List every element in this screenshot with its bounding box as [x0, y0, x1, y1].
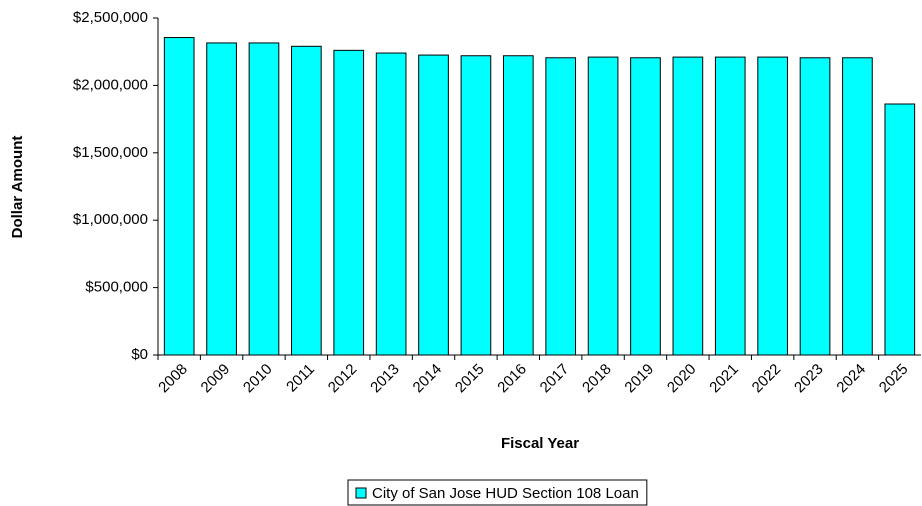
x-tick-label: 2014 [410, 361, 446, 397]
bar [587, 56, 619, 356]
bar [418, 54, 449, 356]
bar [545, 57, 577, 356]
bar [630, 57, 661, 356]
x-tick-label: 2010 [240, 361, 276, 397]
y-axis-label: Dollar Amount [9, 136, 26, 239]
bar [248, 42, 280, 356]
bar [714, 56, 746, 356]
x-tick-label: 2013 [367, 361, 403, 397]
legend-label: City of San Jose HUD Section 108 Loan [372, 485, 639, 502]
x-tick-label: 2016 [494, 361, 530, 397]
bar [842, 57, 873, 356]
x-tick-label: 2020 [664, 361, 700, 397]
bar [206, 42, 237, 356]
x-tick-label: 2015 [452, 361, 488, 397]
x-tick-label: 2025 [876, 361, 912, 397]
bar [799, 57, 831, 356]
x-tick-label: 2019 [621, 361, 657, 397]
x-tick-label: 2011 [283, 361, 318, 396]
x-tick-label: 2018 [579, 361, 615, 397]
y-tick-label: $1,000,000 [73, 211, 148, 228]
legend-swatch [355, 487, 367, 499]
x-tick-label: 2022 [749, 361, 785, 397]
x-axis-label: Fiscal Year [501, 435, 579, 452]
x-tick-label: 2024 [833, 361, 869, 397]
bar [375, 52, 407, 356]
x-tick-label: 2017 [537, 361, 573, 397]
bar [502, 55, 534, 356]
x-tick-label: 2021 [706, 361, 742, 397]
y-tick-label: $2,000,000 [73, 76, 148, 93]
bar [884, 103, 916, 356]
x-tick-label: 2023 [791, 361, 827, 397]
x-tick-label: 2012 [325, 361, 361, 397]
x-tick-label: 2008 [155, 361, 191, 397]
y-tick-label: $2,500,000 [73, 9, 148, 26]
bar [333, 49, 365, 356]
bar [757, 56, 788, 356]
legend-box [347, 479, 648, 506]
bar [291, 45, 322, 356]
y-tick-label: $1,500,000 [73, 144, 148, 161]
bar [163, 37, 195, 356]
y-tick-label: $500,000 [85, 279, 148, 296]
bar [460, 55, 492, 356]
x-tick-label: 2009 [198, 361, 234, 397]
y-tick-label: $0 [131, 346, 148, 363]
bar [672, 56, 704, 356]
